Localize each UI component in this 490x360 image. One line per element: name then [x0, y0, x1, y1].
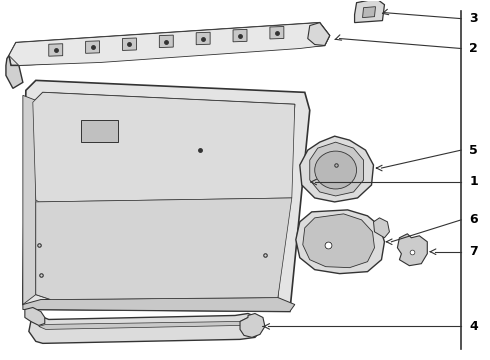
Polygon shape	[86, 41, 99, 53]
Polygon shape	[23, 95, 36, 305]
Polygon shape	[6, 55, 23, 88]
Polygon shape	[9, 23, 330, 66]
Text: 4: 4	[469, 320, 478, 333]
Polygon shape	[308, 23, 330, 45]
Text: 1: 1	[469, 175, 478, 189]
Polygon shape	[122, 38, 136, 50]
Polygon shape	[25, 307, 45, 325]
Polygon shape	[39, 318, 248, 329]
Polygon shape	[49, 44, 63, 56]
Polygon shape	[233, 30, 247, 42]
Text: 2: 2	[469, 42, 478, 55]
Polygon shape	[23, 298, 295, 311]
Polygon shape	[29, 314, 262, 343]
Polygon shape	[303, 214, 374, 268]
Text: 5: 5	[469, 144, 478, 157]
Ellipse shape	[315, 151, 357, 189]
Polygon shape	[240, 314, 265, 337]
Polygon shape	[300, 136, 373, 202]
Polygon shape	[9, 23, 330, 66]
Polygon shape	[36, 198, 292, 300]
Polygon shape	[397, 234, 427, 266]
Polygon shape	[196, 32, 210, 45]
Polygon shape	[23, 80, 310, 311]
Polygon shape	[159, 35, 173, 48]
Polygon shape	[355, 0, 385, 23]
Text: 7: 7	[469, 245, 478, 258]
Polygon shape	[296, 210, 385, 274]
Bar	[81, 120, 119, 142]
Polygon shape	[270, 27, 284, 39]
Polygon shape	[33, 92, 295, 300]
Polygon shape	[373, 218, 390, 238]
Polygon shape	[33, 92, 295, 202]
Text: 6: 6	[469, 213, 478, 226]
Polygon shape	[363, 7, 375, 18]
Polygon shape	[310, 142, 364, 196]
Text: 3: 3	[469, 12, 478, 25]
